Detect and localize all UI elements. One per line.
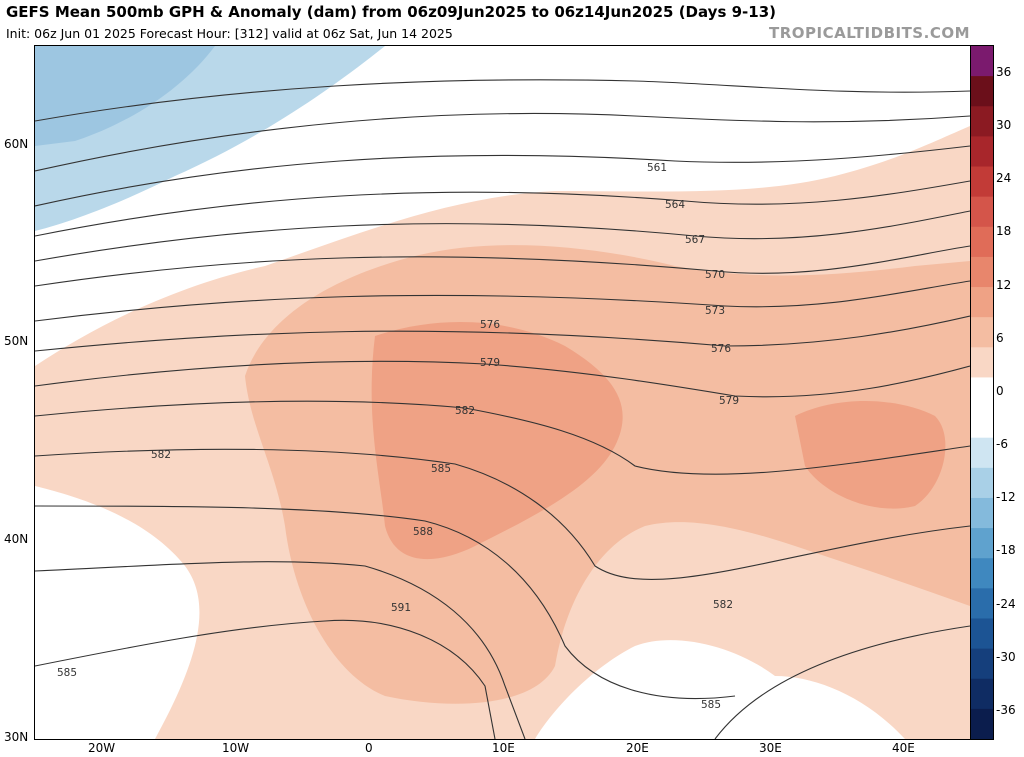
contour-label-585: 585	[431, 463, 451, 475]
anomaly-9-east	[795, 401, 946, 509]
colorbar-swatch	[971, 317, 993, 348]
colorbar-swatch	[971, 528, 993, 559]
map-canvas: 561 564 567 570 573 576 579 582 585 588 …	[35, 46, 970, 739]
colorbar-label-0: 0	[996, 384, 1004, 398]
contour-label-579: 579	[480, 357, 500, 369]
contour-label-582-west: 582	[151, 449, 171, 461]
colorbar-swatch	[971, 407, 993, 439]
contour-label-570: 570	[705, 269, 725, 281]
colorbar-swatch	[971, 437, 993, 469]
colorbar-label-30: 30	[996, 118, 1012, 132]
colorbar-swatch	[971, 196, 993, 228]
contour-label-567: 567	[685, 234, 705, 246]
contour-label-579-east: 579	[719, 395, 739, 407]
contour-label-561: 561	[647, 162, 667, 174]
contour-label-573: 573	[705, 305, 725, 317]
colorbar-label-neg24: -24	[996, 597, 1016, 611]
colorbar-label-24: 24	[996, 171, 1012, 185]
colorbar-label-6: 6	[996, 331, 1004, 345]
map-panel: 561 564 567 570 573 576 579 582 585 588 …	[34, 45, 971, 740]
colorbar-label-12: 12	[996, 278, 1012, 292]
map-subtitle: Init: 06z Jun 01 2025 Forecast Hour: [31…	[6, 26, 453, 41]
contour-label-588: 588	[413, 526, 433, 538]
lon-label-30e: 30E	[759, 741, 782, 755]
brand-watermark: TROPICALTIDBITS.COM	[769, 24, 970, 42]
colorbar-swatch	[971, 76, 993, 107]
contour-label-564: 564	[665, 199, 685, 211]
colorbar-swatch	[971, 648, 993, 680]
lat-label-60n: 60N	[4, 137, 29, 151]
lon-label-0: 0	[365, 741, 373, 755]
colorbar-swatch	[971, 467, 993, 499]
colorbar-label-neg18: -18	[996, 543, 1016, 557]
colorbar-swatch	[971, 588, 993, 620]
contour-label-582: 582	[455, 405, 475, 417]
colorbar-swatch	[971, 678, 993, 710]
colorbar-swatch	[971, 166, 993, 198]
colorbar-swatch	[971, 347, 993, 379]
colorbar-swatch	[971, 106, 993, 137]
colorbar-swatch	[971, 708, 993, 740]
contour-label-585-west: 585	[57, 667, 77, 679]
contour-label-585-south: 585	[701, 699, 721, 711]
lon-label-10w: 10W	[222, 741, 250, 755]
lat-label-50n: 50N	[4, 334, 29, 348]
lon-label-20w: 20W	[88, 741, 116, 755]
contour-labels: 561 564 567 570 573 576 579 582 585 588 …	[57, 162, 739, 711]
colorbar-label-18: 18	[996, 224, 1012, 238]
colorbar-label-neg30: -30	[996, 650, 1016, 664]
map-title: GEFS Mean 500mb GPH & Anomaly (dam) from…	[6, 3, 776, 21]
colorbar-swatch	[971, 287, 993, 318]
anomaly-colorbar	[970, 45, 994, 740]
lat-label-40n: 40N	[4, 532, 29, 546]
colorbar-label-neg12: -12	[996, 490, 1016, 504]
contour-label-591: 591	[391, 602, 411, 614]
colorbar-swatch	[971, 46, 993, 77]
contour-label-576: 576	[480, 319, 500, 331]
colorbar-swatch	[971, 558, 993, 589]
lon-label-20e: 20E	[626, 741, 649, 755]
colorbar-label-neg36: -36	[996, 703, 1016, 717]
colorbar-swatch	[971, 377, 993, 409]
negative-anomaly-core	[35, 46, 215, 146]
lat-label-30n: 30N	[4, 730, 29, 744]
colorbar-swatch	[971, 618, 993, 650]
colorbar-swatch	[971, 136, 993, 168]
anomaly-9-region	[371, 322, 623, 560]
colorbar-swatch	[971, 226, 993, 258]
colorbar-swatch	[971, 497, 993, 529]
contour-label-582-south: 582	[713, 599, 733, 611]
colorbar-label-36: 36	[996, 65, 1012, 79]
contour-label-576-east: 576	[711, 343, 731, 355]
colorbar-label-neg6: -6	[996, 437, 1008, 451]
height-contours	[35, 79, 970, 739]
colorbar-swatches	[971, 46, 993, 740]
colorbar-swatch	[971, 256, 993, 288]
lon-label-40e: 40E	[892, 741, 915, 755]
lon-label-10e: 10E	[492, 741, 515, 755]
